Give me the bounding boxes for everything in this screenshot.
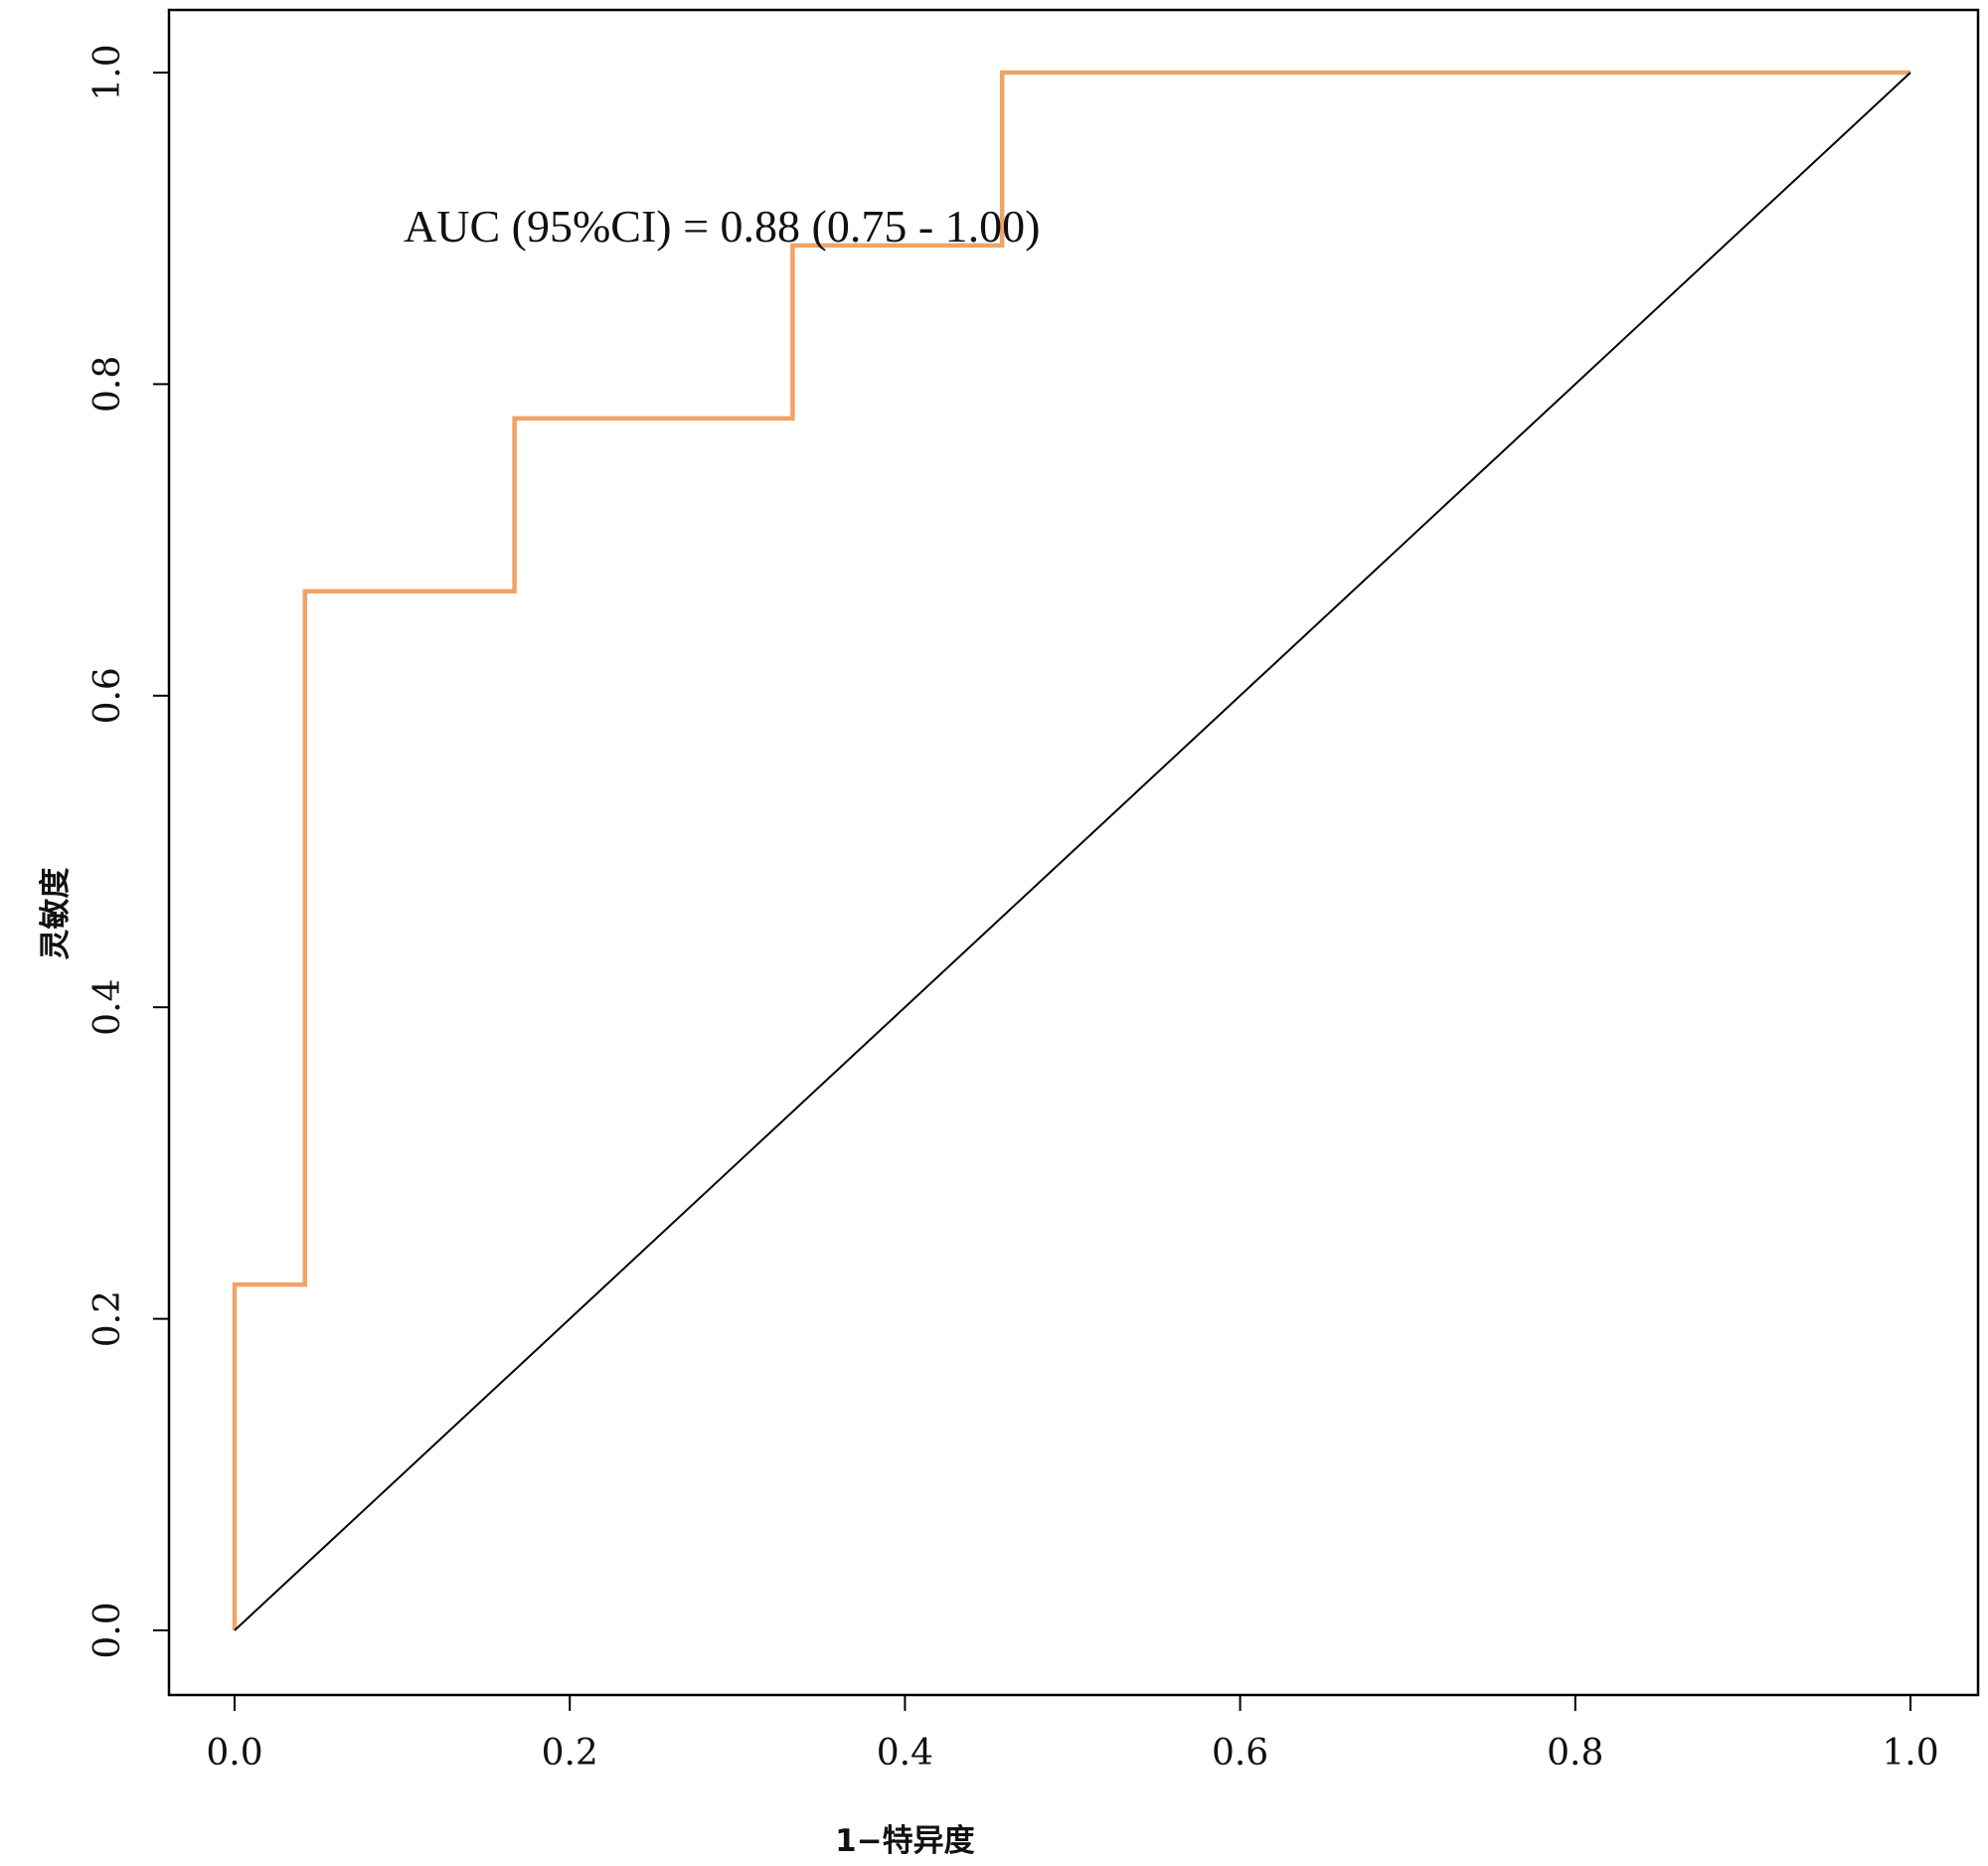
x-tick-label: 1.0 <box>1882 1733 1938 1774</box>
x-axis-title: 1−特异度 <box>835 1823 975 1859</box>
x-axis: 0.0 0.2 0.4 0.6 0.8 1.0 <box>206 1694 1939 1774</box>
y-tick-label: 1.0 <box>87 44 128 100</box>
y-tick-label: 0.8 <box>87 356 128 413</box>
y-tick-label: 0.2 <box>87 1290 128 1347</box>
auc-annotation: AUC (95%CI) = 0.88 (0.75 - 1.00) <box>404 201 1040 252</box>
series-layer <box>232 70 1911 1631</box>
x-tick-label: 0.2 <box>542 1733 598 1774</box>
y-tick-label: 0.0 <box>87 1602 128 1658</box>
y-tick-label: 0.6 <box>87 667 128 724</box>
y-axis: 0.0 0.2 0.4 0.6 0.8 1.0 <box>87 44 170 1659</box>
x-tick-label: 0.0 <box>206 1733 262 1774</box>
y-tick-label: 0.4 <box>87 979 128 1036</box>
x-tick-label: 0.6 <box>1212 1733 1268 1774</box>
y-axis-title: 灵敏度 <box>38 868 74 960</box>
reference-diagonal-line <box>234 72 1911 1631</box>
x-tick-label: 0.4 <box>877 1733 933 1774</box>
roc-curve-line <box>232 70 1910 1630</box>
x-tick-label: 0.8 <box>1547 1733 1603 1774</box>
